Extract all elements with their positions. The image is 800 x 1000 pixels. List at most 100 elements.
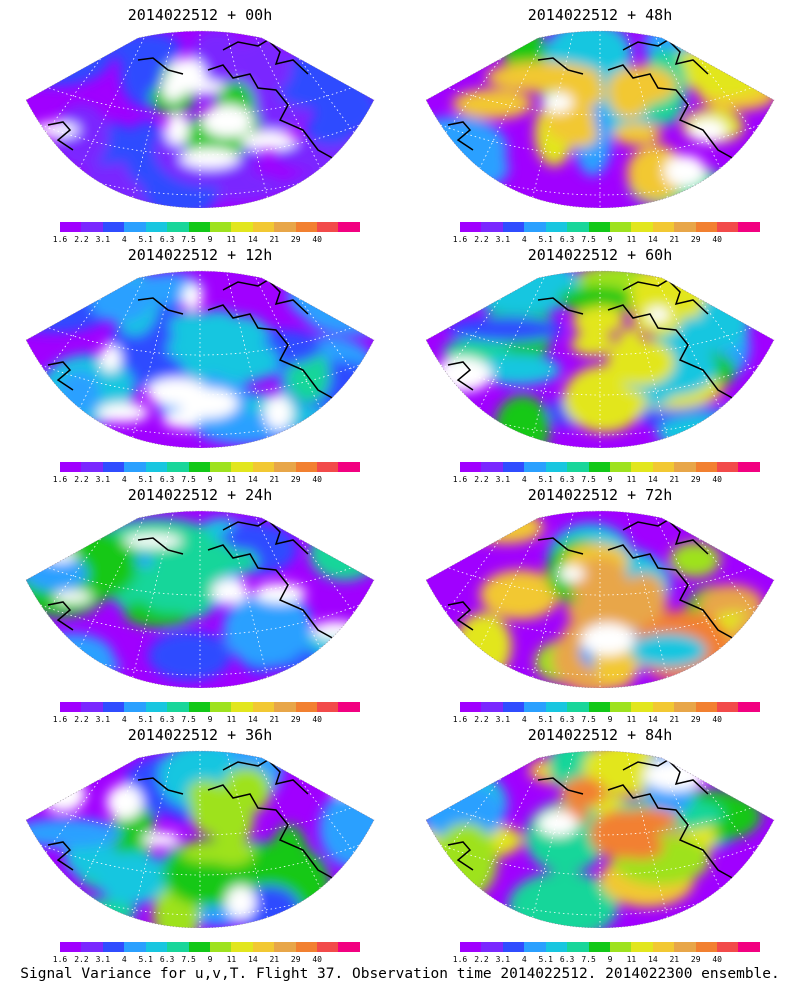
colorbar-tick-label: 2.2 <box>74 955 89 964</box>
colorbar-tick-label: 29 <box>690 235 701 244</box>
low-variance-gap <box>53 590 93 604</box>
colorbar-swatch <box>252 462 275 472</box>
colorbar-tick-label: 6.3 <box>559 475 575 484</box>
colorbar-tick-label: 9 <box>607 475 613 484</box>
colorbar-swatch <box>717 702 739 712</box>
colorbar-swatch <box>695 462 718 472</box>
graticule-line <box>677 751 774 928</box>
variance-peak <box>614 327 645 376</box>
graticule-line <box>277 751 374 928</box>
colorbar-tick-label: 11 <box>626 475 637 484</box>
colorbar-swatch <box>209 462 232 472</box>
graticule-line <box>277 511 374 688</box>
colorbar-tick-label: 2.2 <box>74 235 89 244</box>
colorbar-tick-label: 14 <box>248 235 258 244</box>
variance-peak <box>227 550 258 574</box>
colorbar-tick-label: 29 <box>690 955 701 964</box>
colorbar-swatch <box>545 942 568 952</box>
colorbar-tick-label: 6.3 <box>159 955 175 964</box>
colorbar-swatch <box>609 942 632 952</box>
colorbar-swatch <box>674 942 696 952</box>
colorbar-tick-label: 5.1 <box>538 715 553 724</box>
colorbar <box>460 462 760 472</box>
variance-peak <box>189 310 246 360</box>
colorbar-swatch <box>588 702 610 712</box>
colorbar-swatch <box>252 222 275 232</box>
colorbar-tick-label: 3.1 <box>95 475 111 484</box>
colorbar-swatch <box>60 942 82 952</box>
variance-blob <box>26 555 88 592</box>
colorbar-swatch <box>295 942 318 952</box>
colorbar-swatch <box>124 222 146 232</box>
low-variance-gap <box>225 885 257 920</box>
colorbar-swatch <box>524 942 546 952</box>
colorbar-tick-label: 29 <box>690 715 701 724</box>
panel-title: 2014022512 + 24h <box>127 486 273 504</box>
low-variance-gap <box>99 344 122 373</box>
colorbar-tick-label: 29 <box>290 235 301 244</box>
colorbar-swatch <box>102 222 125 232</box>
colorbar-swatch <box>295 462 318 472</box>
colorbar-tick-label: 14 <box>648 475 658 484</box>
graticule-line <box>459 271 549 448</box>
colorbar-tick-label: 14 <box>248 475 258 484</box>
colorbar-swatch <box>167 702 189 712</box>
colorbar-swatch <box>231 462 253 472</box>
colorbar-swatch <box>502 222 525 232</box>
colorbar-tick-label: 1.6 <box>52 955 68 964</box>
colorbar-swatch <box>338 942 360 952</box>
colorbar-tick-label: 21 <box>269 475 280 484</box>
variance-map <box>425 30 775 208</box>
colorbar-tick-label: 40 <box>712 715 722 724</box>
colorbar-swatch <box>652 222 675 232</box>
graticule-line <box>26 271 123 448</box>
colorbar-tick-label: 11 <box>226 475 237 484</box>
graticule-line <box>26 511 123 688</box>
colorbar-swatch <box>567 702 589 712</box>
colorbar-swatch <box>317 942 339 952</box>
graticule-line <box>427 359 773 396</box>
low-variance-gap <box>558 565 585 582</box>
colorbar <box>60 942 360 952</box>
graticule-line <box>427 879 773 916</box>
low-variance-gap <box>43 549 77 563</box>
variance-blob <box>57 370 101 417</box>
colorbar-ticks: 1.6 2.2 3.1 4 5.1 6.3 7.5 9 11 14 21 29 40 <box>453 475 760 485</box>
graticule-line <box>27 599 373 636</box>
graticule-line <box>427 599 773 636</box>
graticule-line <box>427 319 773 356</box>
graticule-line <box>651 271 741 448</box>
colorbar-swatch <box>481 222 503 232</box>
panel-title: 2014022512 + 48h <box>527 6 673 24</box>
low-variance-gap <box>581 622 635 656</box>
colorbar-swatch <box>460 942 482 952</box>
colorbar-swatch <box>81 462 103 472</box>
colorbar-tick-label: 7.5 <box>181 715 196 724</box>
graticule-line <box>27 839 373 876</box>
colorbar-tick-label: 11 <box>626 235 637 244</box>
map-panel: 2014022512 + 36h 1.6 2.2 3.1 4 5.1 6.3 7.5 9 11 14… <box>0 720 400 966</box>
colorbar-swatch <box>295 222 318 232</box>
colorbar-swatch <box>188 222 210 232</box>
colorbar-swatch <box>145 462 168 472</box>
low-variance-gap <box>643 759 707 792</box>
graticule-line <box>677 511 774 688</box>
colorbar-tick-label: 1.6 <box>52 715 68 724</box>
colorbar-swatch <box>652 942 675 952</box>
map-panel: 2014022512 + 00h 1.6 2.2 3.1 4 5.1 6.3 7.5 9 11 14… <box>0 0 400 246</box>
graticule-line <box>27 799 373 836</box>
variance-blob <box>455 612 512 679</box>
low-variance-gap <box>538 810 578 837</box>
colorbar-ticks: 1.6 2.2 3.1 4 5.1 6.3 7.5 9 11 14 21 29 40 <box>453 955 760 965</box>
colorbar-tick-label: 7.5 <box>581 715 596 724</box>
low-variance-gap <box>253 583 307 604</box>
colorbar-tick-label: 3.1 <box>95 235 111 244</box>
variance-map <box>25 30 375 208</box>
colorbar-tick-label: 1.6 <box>452 475 468 484</box>
colorbar-swatch <box>274 702 296 712</box>
colorbar-swatch <box>145 222 168 232</box>
colorbar-tick-label: 4 <box>121 235 127 244</box>
colorbar-swatch <box>567 222 589 232</box>
graticule-line <box>59 751 149 928</box>
colorbar-ticks: 1.6 2.2 3.1 4 5.1 6.3 7.5 9 11 14 21 29 40 <box>53 235 360 245</box>
